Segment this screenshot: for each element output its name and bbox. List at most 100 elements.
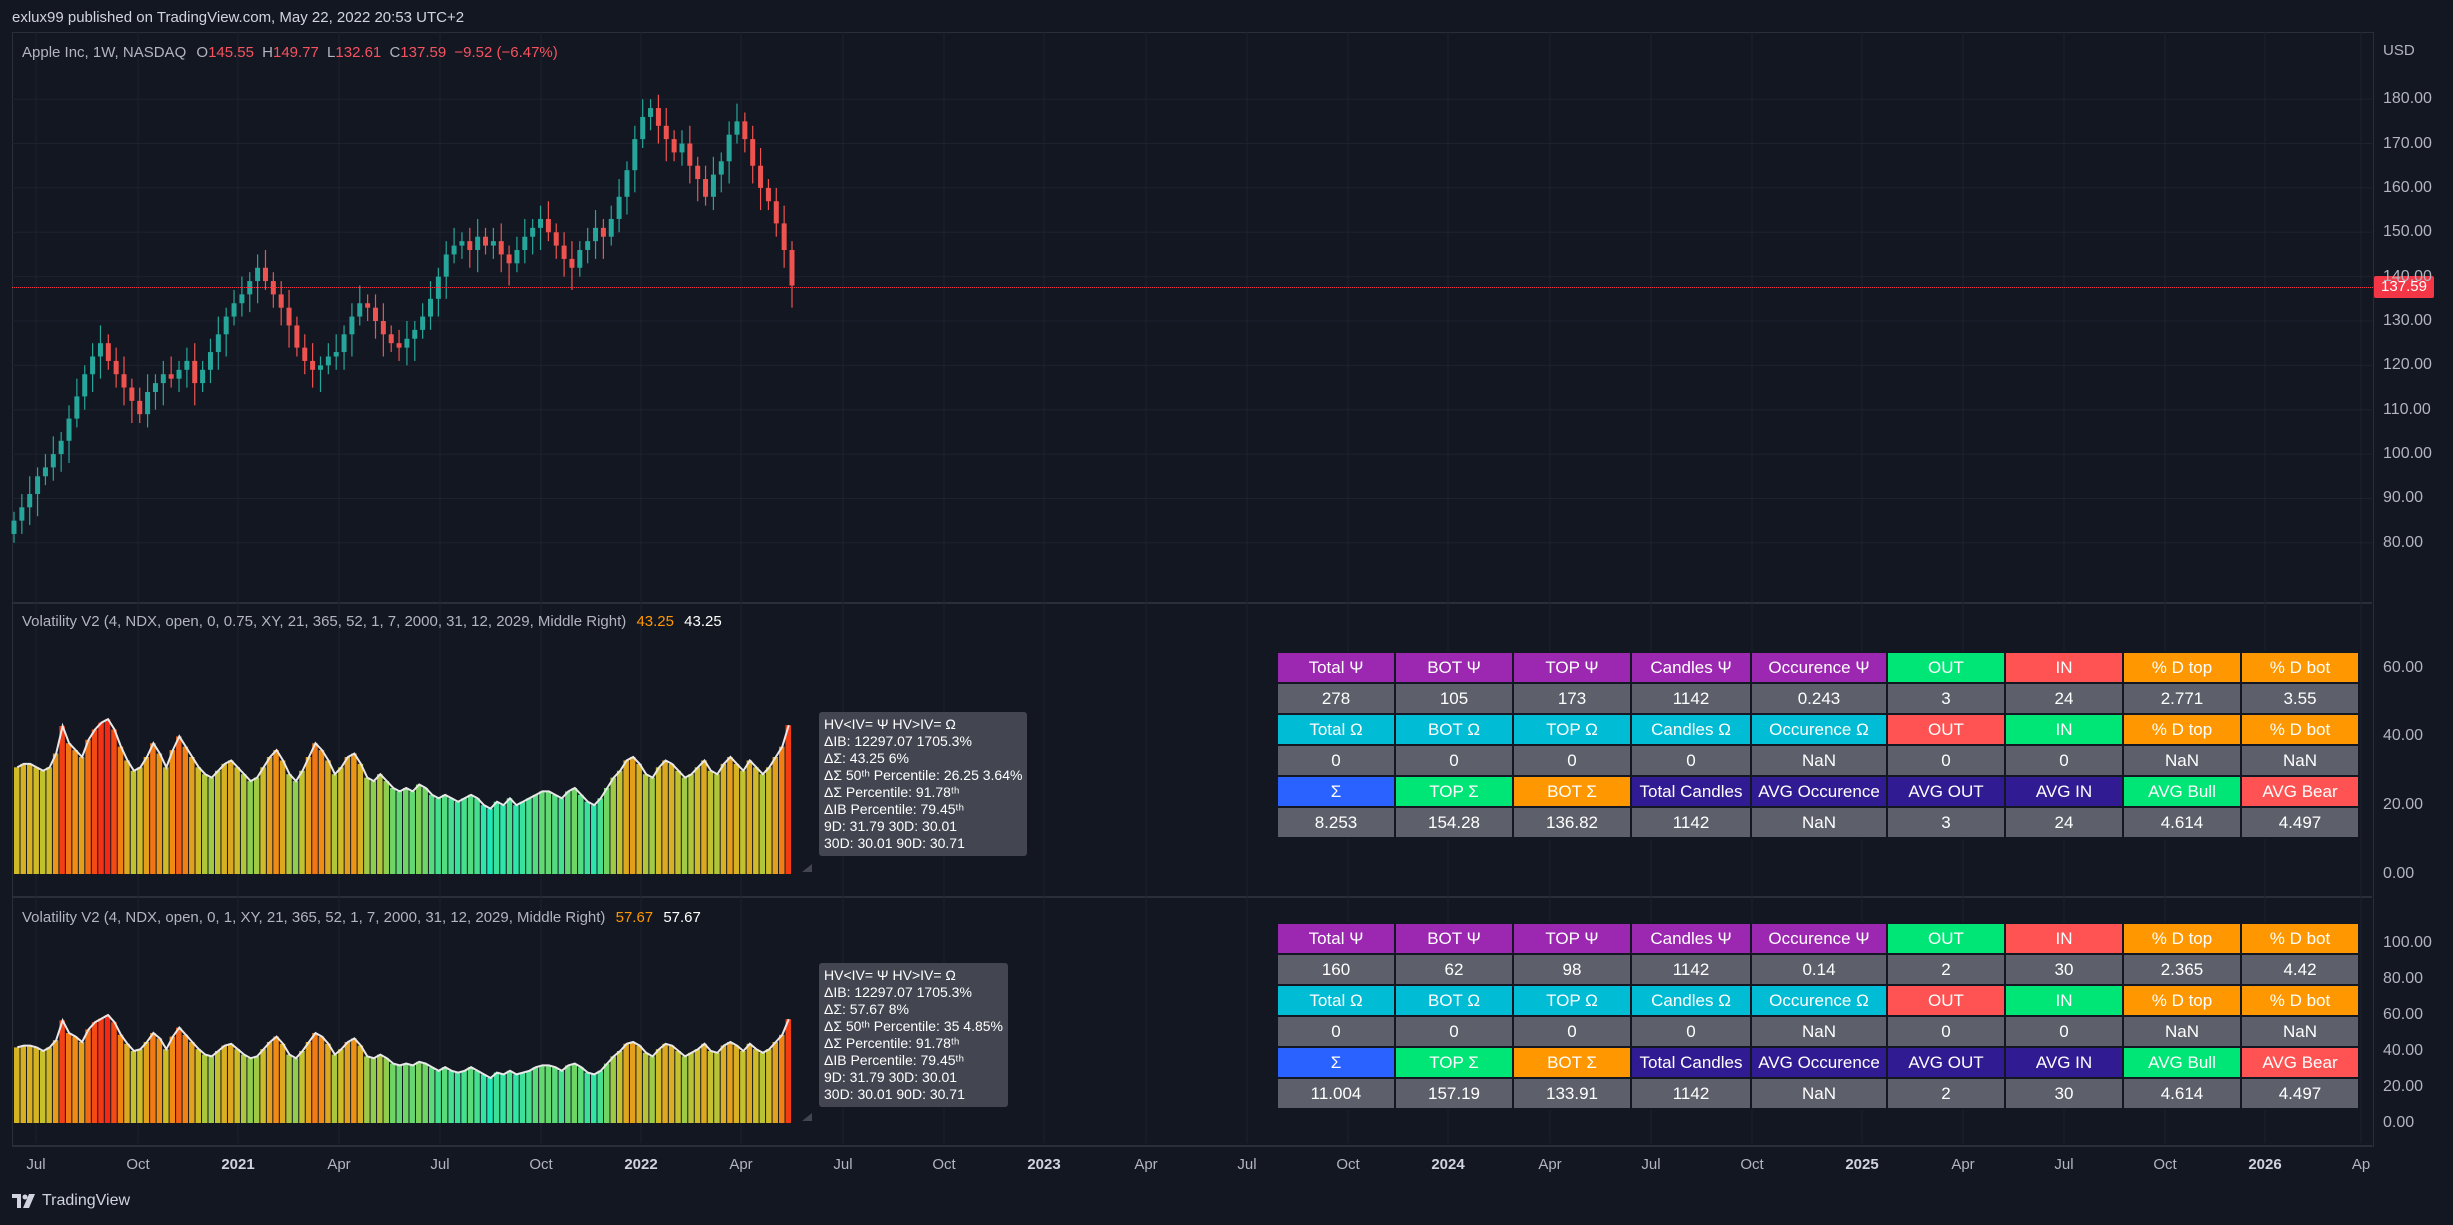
indicator2-title: Volatility V2 (4, NDX, open, 0, 1, XY, 2… <box>22 909 606 926</box>
tradingview-logo[interactable]: TradingView <box>12 1192 130 1210</box>
vol1-bar <box>208 777 214 874</box>
vol2-bar <box>435 1070 441 1123</box>
time-axis-label: Jul <box>1641 1156 1661 1173</box>
vol2-bar <box>65 1033 72 1123</box>
vol2-bar <box>597 1070 603 1123</box>
vol2-bar <box>422 1063 428 1123</box>
price-axis[interactable] <box>2373 32 2453 1145</box>
stat-line: ΔIB: 12297.07 1705.3% <box>824 733 972 749</box>
table-value-row: 8.253 154.28 136.82 1142 NaN 3 24 4.614 4.497 <box>1276 806 2360 839</box>
vol2-bar <box>377 1054 383 1123</box>
table-cell: Σ <box>1276 1046 1396 1079</box>
vol1-bar <box>176 736 182 874</box>
table-cell: 24 <box>2004 682 2124 715</box>
vol1-bar <box>111 729 117 874</box>
candle-body <box>781 223 787 251</box>
table-cell: AVG Bear <box>2240 1046 2360 1079</box>
candle-body <box>428 298 434 317</box>
table-cell: OUT <box>1886 922 2006 955</box>
vol1-bar <box>266 757 273 874</box>
table-cell: 0 <box>1512 744 1632 777</box>
vol2-bar <box>694 1049 701 1123</box>
candle-body <box>687 143 693 166</box>
candle-body <box>325 356 331 366</box>
pane-separator-2[interactable] <box>12 896 2372 898</box>
table-cell: AVG IN <box>2004 775 2124 808</box>
vol1-bar <box>493 801 500 874</box>
table-value-row: 0 0 0 0 NaN 0 0 NaN NaN <box>1276 1015 2360 1048</box>
vol2-bar <box>52 1040 59 1123</box>
vol1-bar <box>85 739 91 874</box>
vol1-bar <box>422 787 428 874</box>
vol2-bar <box>675 1051 681 1123</box>
vol1-bar <box>260 767 266 874</box>
candle-body <box>396 343 402 348</box>
stat-line: 30D: 30.01 90D: 30.71 <box>824 835 965 851</box>
vol1-bar <box>150 743 156 874</box>
change-value: −9.52 (−6.47%) <box>454 44 558 61</box>
vol2-bar <box>26 1045 33 1123</box>
table-cell: NaN <box>1750 1015 1888 1048</box>
table-cell: 0 <box>1630 744 1752 777</box>
vol2-bar <box>740 1051 746 1123</box>
vol1-bar <box>532 794 539 874</box>
vol1-bar <box>383 781 390 874</box>
stat-line: HV<IV= Ψ HV>IV= Ω <box>824 967 956 983</box>
table-cell: 133.91 <box>1512 1077 1632 1110</box>
vol2-tick-label: 100.00 <box>2383 934 2432 951</box>
table-cell: Occurence Ω <box>1750 713 1888 746</box>
vol2-bar <box>169 1036 176 1123</box>
vol2-bar <box>390 1063 396 1123</box>
vol2-bar <box>85 1029 91 1123</box>
vol1-bar <box>104 719 111 874</box>
vol2-bar <box>59 1020 65 1123</box>
indicator1-stats-box: HV<IV= Ψ HV>IV= Ω ΔIB: 12297.07 1705.3% ΔΣ… <box>819 712 1028 856</box>
symbol-legend[interactable]: Apple Inc, 1W, NASDAQ O145.55 H149.77 L1… <box>22 44 558 61</box>
table-cell: 1142 <box>1630 953 1752 986</box>
candle-body <box>231 303 237 317</box>
vol2-bar <box>733 1045 740 1123</box>
indicator1-legend[interactable]: Volatility V2 (4, NDX, open, 0, 0.75, XY… <box>22 613 722 630</box>
vol2-bar <box>753 1049 759 1123</box>
candle-body <box>168 374 174 379</box>
table-cell: 0 <box>2004 1015 2124 1048</box>
pane-separator-1[interactable] <box>12 602 2372 604</box>
vol2-bar <box>357 1045 364 1123</box>
vol2-bar <box>785 1019 791 1123</box>
low-value: 132.61 <box>335 44 382 61</box>
table-cell: Candles Ψ <box>1630 922 1752 955</box>
vol1-bar <box>415 784 422 874</box>
tradingview-brand: TradingView <box>42 1192 131 1209</box>
table-cell: IN <box>2004 651 2124 684</box>
vol1-bar <box>727 757 733 874</box>
candle-body <box>585 241 591 251</box>
vol1-bar <box>137 767 143 874</box>
candle-body <box>152 383 158 392</box>
stat-line: ΔΣ Percentile: 91.78ᵗʰ <box>824 784 960 800</box>
vol2-bar <box>591 1074 597 1123</box>
stat-line: ΔIB: 12297.07 1705.3% <box>824 984 972 1000</box>
time-axis-label: 2023 <box>1027 1156 1061 1173</box>
table-cell: 173 <box>1512 682 1632 715</box>
vol2-bar <box>552 1067 558 1123</box>
table-cell: BOT Ψ <box>1394 651 1514 684</box>
candle-body <box>97 343 103 357</box>
table-cell: BOT Σ <box>1512 775 1632 808</box>
candle-body <box>66 418 72 441</box>
stat-line: ΔIB Percentile: 79.45ᵗʰ <box>824 801 964 817</box>
table-cell: TOP Ψ <box>1512 651 1632 684</box>
candle-body <box>90 356 96 375</box>
vol1-bar <box>480 805 487 874</box>
indicator2-legend[interactable]: Volatility V2 (4, NDX, open, 0, 1, XY, 2… <box>22 909 701 926</box>
vol2-bar <box>662 1043 668 1123</box>
time-axis-label: Apr <box>729 1156 753 1173</box>
vol2-bar <box>72 1036 78 1123</box>
vol1-bar <box>26 763 33 874</box>
candle-body <box>506 254 512 264</box>
vol2-bar <box>195 1049 202 1123</box>
vol2-bar <box>124 1043 130 1123</box>
vol2-bar <box>766 1049 772 1123</box>
table-cell: Candles Ω <box>1630 984 1752 1017</box>
table-cell: % D bot <box>2240 922 2360 955</box>
time-axis-label: Oct <box>529 1156 553 1173</box>
